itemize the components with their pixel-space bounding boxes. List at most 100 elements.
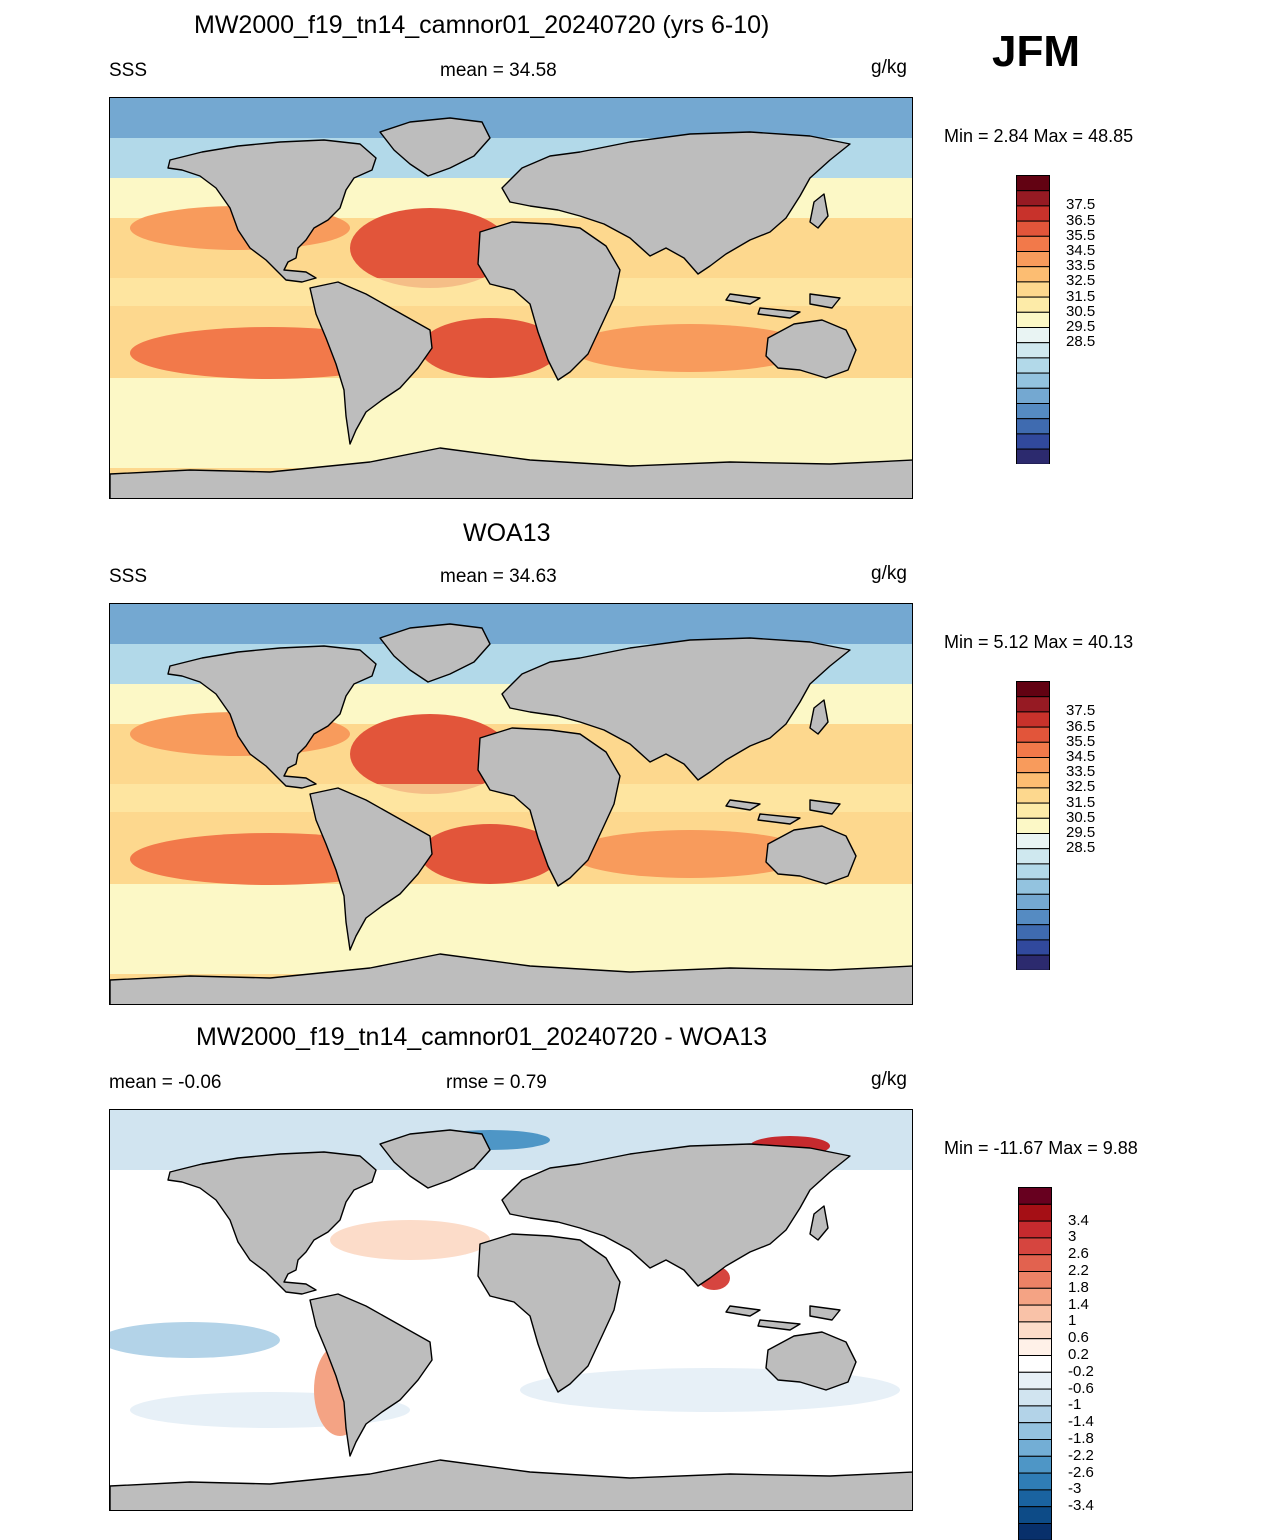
land-mass <box>765 1331 857 1391</box>
colorbar-tick-label: -1 <box>1068 1396 1082 1414</box>
colorbar-tick-label: 33.5 <box>1066 257 1096 275</box>
colorbar-tick-label: -0.2 <box>1068 1362 1094 1380</box>
natl-salty-gyre <box>350 714 510 794</box>
colorbar-box <box>1016 357 1050 374</box>
panel1-units: g/kg <box>871 57 907 78</box>
colorbar-box <box>1018 1287 1052 1306</box>
colorbar-tick-label: 30.5 <box>1066 808 1096 826</box>
land-mass <box>110 953 912 1004</box>
colorbar-box <box>1018 1371 1052 1390</box>
panel1-variable: SSS <box>109 60 148 81</box>
colorbar-tick-label: -2.6 <box>1068 1463 1094 1481</box>
land-mass <box>725 1305 841 1331</box>
panel3-units: g/kg <box>871 1069 907 1090</box>
panel1-colorbar: 37.5 36.5 35.5 34.5 33.5 32.5 31.5 30.5 29.5 28.5 <box>1016 175 1095 464</box>
colorbar-tick-label: 35.5 <box>1066 732 1096 750</box>
panel2-title: WOA13 <box>463 519 551 547</box>
land-mass <box>765 825 857 885</box>
colorbar-box <box>1018 1489 1052 1508</box>
natl-salty-gyre <box>350 208 510 288</box>
colorbar-box <box>1016 696 1050 713</box>
colorbar-tick-label: -3 <box>1068 1480 1082 1498</box>
southern-ocean-band <box>110 884 912 974</box>
land-mass <box>110 1459 912 1510</box>
colorbar-tick-label: 2.6 <box>1068 1245 1089 1263</box>
panel2-units: g/kg <box>871 563 907 584</box>
colorbar-box <box>1016 311 1050 329</box>
land-mass <box>379 623 491 683</box>
land-mass <box>725 293 841 319</box>
land-mass <box>477 221 621 381</box>
colorbar-box <box>1018 1523 1052 1540</box>
colorbar-tick-label: 31.5 <box>1066 793 1096 811</box>
arctic-fresh-band <box>110 98 912 138</box>
land-mass <box>501 1143 851 1287</box>
colorbar-tick-label: 37.5 <box>1066 196 1096 214</box>
colorbar-tick-label: 34.5 <box>1066 748 1096 765</box>
colorbar-tick-label: 3.4 <box>1068 1211 1089 1229</box>
arctic-fresh-band <box>110 604 912 644</box>
panel1-mean: mean = 34.58 <box>440 60 557 81</box>
colorbar-box <box>1016 681 1050 698</box>
colorbar-box <box>1018 1506 1052 1525</box>
colorbar-tick-label: 0.2 <box>1068 1346 1089 1363</box>
land-mass <box>477 1233 621 1393</box>
land-mass <box>167 645 377 789</box>
colorbar-box <box>1016 878 1050 895</box>
colorbar-tick-label: 32.5 <box>1066 272 1096 290</box>
colorbar-tick-label: 1.8 <box>1068 1278 1089 1296</box>
sio-salty-gyre <box>570 324 810 372</box>
colorbar-tick-label: 0.6 <box>1068 1329 1089 1347</box>
colorbar-box <box>1016 418 1050 435</box>
land-mass <box>167 1151 377 1295</box>
panel3-colorbar: 3.4 3 2.6 2.2 1.8 1.4 1 0.6 0.2 -0.2 -0.6 -1 -1.4 -1.… <box>1018 1187 1094 1540</box>
colorbar-box <box>1016 448 1050 464</box>
land-mass <box>110 447 912 498</box>
colorbar-box <box>1016 833 1050 850</box>
land-mass <box>167 139 377 283</box>
land-mass <box>809 193 829 229</box>
panel3-title: MW2000_f19_tn14_camnor01_20240720 - WOA1… <box>196 1023 768 1051</box>
cbar2-svg <box>1016 681 1050 970</box>
colorbar-tick-label: 28.5 <box>1066 839 1096 857</box>
colorbar-tick-label: -3.4 <box>1068 1497 1094 1515</box>
panel3-rmse: rmse = 0.79 <box>446 1072 547 1093</box>
panel2-colorbar: 37.5 36.5 35.5 34.5 33.5 32.5 31.5 30.5 29.5 28.5 <box>1016 681 1095 970</box>
land-mass <box>765 319 857 379</box>
colorbar-box <box>1018 1355 1052 1373</box>
colorbar-box <box>1016 741 1050 758</box>
land-mass <box>477 727 621 887</box>
colorbar-box <box>1016 893 1050 911</box>
colorbar-box <box>1018 1405 1052 1424</box>
colorbar-tick-label: -1.8 <box>1068 1430 1094 1447</box>
colorbar-box <box>1016 909 1050 926</box>
colorbar-box <box>1016 190 1050 207</box>
colorbar-box <box>1018 1422 1052 1440</box>
colorbar-box <box>1018 1321 1052 1340</box>
colorbar-box <box>1018 1304 1052 1323</box>
land-mass <box>309 787 433 951</box>
colorbar-tick-label: 36.5 <box>1066 211 1096 229</box>
colorbar-box <box>1018 1338 1052 1356</box>
colorbar-box <box>1016 802 1050 819</box>
colorbar-box <box>1018 1455 1052 1474</box>
colorbar-box <box>1016 175 1050 192</box>
colorbar-box <box>1016 924 1050 941</box>
panel3-mean: mean = -0.06 <box>109 1072 222 1093</box>
colorbar-tick-label: 2.2 <box>1068 1262 1089 1279</box>
colorbar-tick-label: 28.5 <box>1066 333 1096 351</box>
land-mass <box>809 1205 829 1241</box>
panel2-mean: mean = 34.63 <box>440 566 557 587</box>
colorbar-tick-label: -2.2 <box>1068 1446 1094 1464</box>
colorbar-box <box>1018 1388 1052 1407</box>
panel1-map <box>109 97 913 499</box>
southern-ocean-band <box>110 378 912 468</box>
cbar1-svg <box>1016 175 1050 464</box>
colorbar-tick-label: 31.5 <box>1066 287 1096 305</box>
land-mass <box>501 131 851 275</box>
colorbar-box <box>1016 251 1050 268</box>
panel3-map <box>109 1109 913 1511</box>
colorbar-box <box>1018 1203 1052 1222</box>
natl-salty-bias <box>330 1220 490 1260</box>
colorbar-tick-label: 37.5 <box>1066 702 1096 720</box>
